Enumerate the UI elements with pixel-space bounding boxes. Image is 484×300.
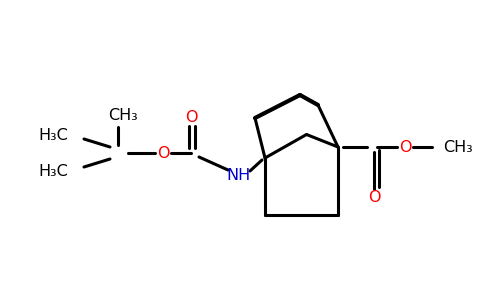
Text: CH₃: CH₃	[443, 140, 473, 154]
Text: NH: NH	[226, 167, 250, 182]
Text: O: O	[368, 190, 380, 206]
Text: H₃C: H₃C	[38, 164, 68, 178]
Text: O: O	[157, 146, 169, 160]
Text: H₃C: H₃C	[38, 128, 68, 142]
Text: O: O	[399, 140, 411, 154]
Text: CH₃: CH₃	[108, 107, 138, 122]
Text: O: O	[185, 110, 197, 124]
